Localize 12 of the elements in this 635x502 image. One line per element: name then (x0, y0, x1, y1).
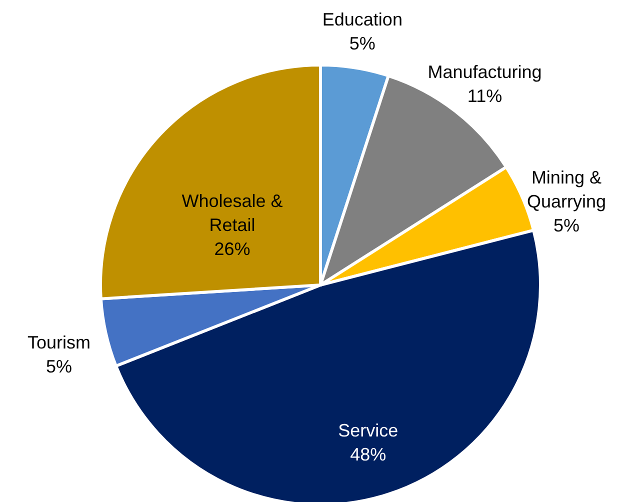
data-label: 5% (349, 33, 376, 54)
data-label: 26% (214, 239, 250, 260)
data-label: 5% (46, 356, 72, 376)
data-label: 5% (553, 216, 580, 236)
slice-label: Service (338, 420, 398, 440)
data-label: 48% (350, 444, 386, 464)
slice-label: Wholesale & Retail (182, 191, 283, 236)
slice-label: Tourism (27, 332, 90, 352)
slice-label: Manufacturing (428, 62, 542, 82)
slice-label: Education (322, 9, 402, 30)
slice-label: Mining & Quarrying (526, 168, 606, 212)
data-label: 11% (467, 86, 502, 106)
